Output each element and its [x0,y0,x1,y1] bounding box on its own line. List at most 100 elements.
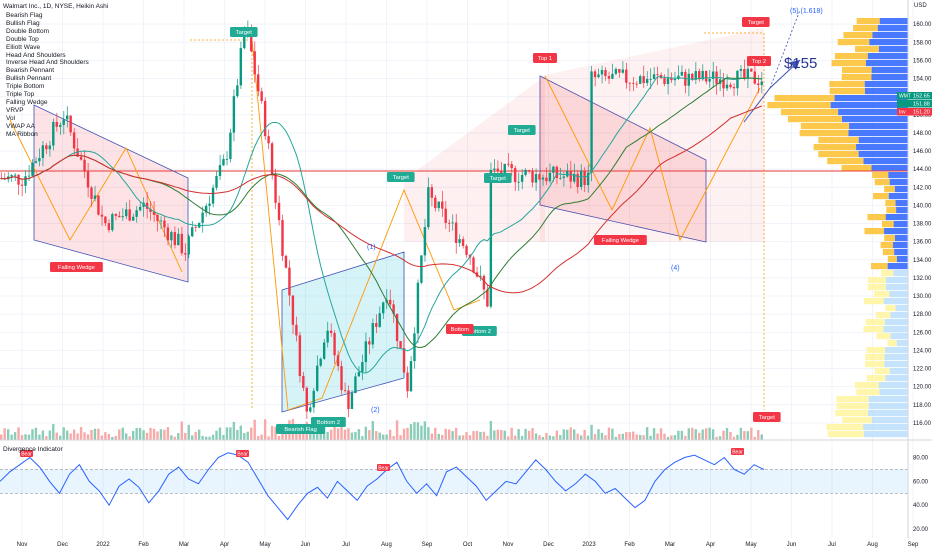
x-tick-label: Aug [381,542,392,548]
indicator-name: Elliott Wave [6,43,41,51]
candle-body [170,232,173,241]
profile-bar-up [867,277,886,284]
volume-bar [635,434,638,440]
candle-body [576,173,579,187]
volume-bar [607,427,611,440]
profile-bar-down [893,221,908,228]
candle-body [156,214,159,221]
profile-bar-up [841,74,872,81]
profile-bar-down [865,60,908,67]
volume-bar [659,428,663,440]
volume-bar [201,435,204,440]
volume-bar [0,434,3,440]
volume-bar [708,427,711,440]
candle-body [718,79,722,84]
volume-bar [392,436,395,440]
volume-bar [59,435,62,440]
candle-body [125,209,128,217]
profile-bar-down [869,39,908,46]
indicator-name: Double Bottom [6,27,49,35]
volume-bar [496,429,499,440]
target-projection [704,32,765,410]
profile-bar-down [885,375,908,382]
volume-bar [569,427,572,440]
candle-body [100,214,104,217]
volume-bar [340,426,343,440]
profile-bar-down [872,32,908,39]
volume-bar [121,427,124,440]
profile-bar-up [881,270,894,277]
volume-bar [684,435,687,440]
candle-body [670,78,673,81]
profile-bar-down [849,123,908,130]
volume-bar [253,419,256,440]
candle-body [618,69,621,73]
bear-label-bg [236,450,249,457]
profile-bar-down [878,46,908,53]
volume-bar [111,436,114,440]
moving-average-line [1,105,762,294]
bear-label: Bear [732,449,743,455]
candle-body [10,175,13,177]
candle-body [263,101,267,137]
profile-bar-down [871,165,908,172]
volume-bar [732,436,736,440]
candle-body [656,74,659,76]
elliott-wave-label: (1) [367,244,376,251]
volume-bar [309,433,312,440]
profile-bar-up [885,305,896,312]
price-tag-value: 151.88 [913,102,930,108]
volume-bar [128,436,131,440]
volume-bar [184,433,187,440]
candle-body [590,71,593,173]
volume-bar [559,435,562,440]
candle-body [562,176,565,178]
candle-body [635,83,638,85]
profile-bar-up [843,32,873,39]
candle-body [62,119,65,125]
volume-bar [704,428,708,440]
volume-bar [163,429,166,440]
candle-body [691,73,694,80]
candle-body [687,73,690,86]
price-tag-label: WMT [899,94,911,100]
volume-bar [638,434,642,440]
volume-bar [722,430,725,440]
profile-bar-up [863,326,884,333]
volume-bar [760,434,763,440]
volume-bar [177,433,180,440]
profile-bar-up [884,235,895,242]
candle-body [250,28,253,52]
candle-body [114,214,117,216]
volume-bar [41,430,45,440]
candle-body [493,168,496,170]
price-tag-label: Inv [899,110,906,116]
candle-body [316,365,319,391]
candle-body [625,69,628,83]
profile-bar-down [894,249,908,256]
volume-bar [197,429,201,440]
volume-bar [274,426,277,440]
profile-bar-down [864,81,908,88]
candle-body [708,78,711,82]
candle-body [229,132,232,160]
candle-body [371,323,374,345]
profile-bar-up [863,298,884,305]
grid [0,0,914,538]
indicator-name: Bullish Flag [6,19,40,27]
candle-body [333,332,336,356]
candle-body [319,358,322,366]
target-label-bg [508,125,536,135]
candle-body [111,214,114,231]
bear-label-bg [20,450,33,457]
candle-body [225,159,229,160]
candle-body [149,208,152,212]
volume-bar [125,433,128,440]
volume-bar [444,428,447,440]
profile-bar-down [884,228,908,235]
candle-body [628,82,631,84]
volume-bar [597,429,600,440]
top-label-bg [533,53,557,63]
candle-body [739,68,743,71]
volume-bar [461,435,465,440]
